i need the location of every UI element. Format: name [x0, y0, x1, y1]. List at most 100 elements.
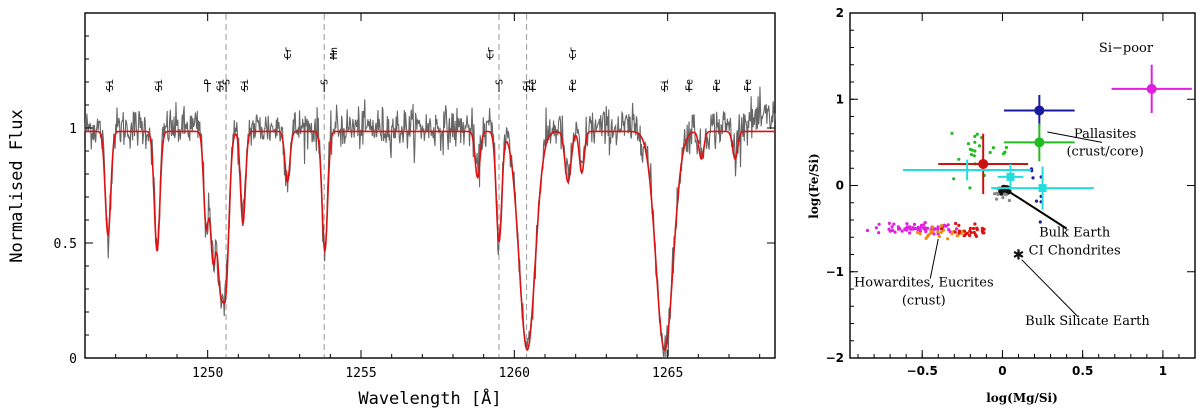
line-label-17: Fe [712, 79, 723, 91]
eucrites-red-point [939, 227, 944, 231]
line-label-8: Mn [329, 47, 340, 59]
eucrites-red-point [963, 233, 967, 237]
line-label-4: S [222, 79, 233, 85]
green-scatter-point [969, 153, 974, 157]
model-spectrum-line [85, 130, 775, 352]
spectrum-plot-frame [84, 12, 776, 359]
line-label-11: Si [522, 79, 533, 91]
leader-line-0 [1047, 131, 1103, 143]
howardites-eucrites-point [874, 226, 879, 230]
error-point-0 [1146, 83, 1157, 94]
composition-y-tick-label-0: −2 [826, 351, 844, 365]
green-scatter-point [973, 140, 977, 144]
howardites-eucrites-point [898, 227, 902, 231]
composition-y-tick-label-1: −1 [826, 265, 844, 279]
composition-panel: −0.5 0 0.5 1 −2 −1 0 1 2 ✱ Si−poor Pallasites (cru… [807, 6, 1196, 405]
spectrum-ticks: 1250 1255 1260 1265 0 0.5 1 [54, 13, 775, 381]
green-scatter-point [968, 147, 972, 151]
line-label-10: S [495, 79, 506, 85]
spectrum-y-axis-label: Normalised Flux [7, 109, 27, 263]
composition-y-axis-label: log(Fe/Si) [807, 153, 821, 218]
composition-x-tick-label-3: 1 [1159, 364, 1167, 378]
eucrites-red-point [953, 230, 957, 234]
eucrites-red-point [957, 229, 962, 233]
howardites-eucrites-point [908, 227, 913, 231]
spectrum-y-tick-label-2: 1 [69, 122, 77, 137]
spectrum-series [84, 86, 776, 359]
line-label-1: Si [154, 79, 165, 91]
line-label-18: Fe [743, 79, 754, 91]
composition-y-tick-label-3: 1 [836, 92, 844, 106]
grey-small-point [995, 197, 999, 201]
eucrites-orange-point [929, 229, 934, 233]
eucrites-orange-point [946, 237, 950, 241]
spectrum-x-tick-label-1: 1255 [345, 366, 376, 381]
composition-special-points: ✱ [1013, 248, 1025, 264]
green-scatter-point [972, 154, 976, 158]
green-scatter-point [973, 134, 977, 138]
howardites-eucrites-point [924, 229, 928, 234]
green-scatter-point [977, 144, 982, 148]
howardites-eucrites-point [865, 228, 870, 233]
blue-small-point [1034, 199, 1039, 203]
eucrites-orange-point [937, 234, 942, 238]
howardites-eucrites-point [888, 229, 892, 233]
eucrites-red-point [969, 231, 973, 235]
composition-leader-lines [929, 131, 1103, 317]
green-scatter-point [973, 149, 977, 153]
howardites-eucrites-point [912, 222, 917, 226]
howardites-eucrites-point [936, 225, 940, 229]
annotation-1: Pallasites [1074, 127, 1136, 142]
green-scatter-point [950, 131, 954, 135]
green-scatter-point [968, 186, 972, 190]
eucrites-red-point [971, 226, 976, 231]
annotation-2: (crust/core) [1066, 144, 1143, 159]
error-point-3 [978, 158, 989, 169]
howardites-eucrites-point [954, 227, 959, 231]
composition-x-tick-label-2: 0.5 [1072, 364, 1093, 378]
spectrum-y-tick-label-0: 0 [69, 352, 77, 367]
howardites-eucrites-point [933, 227, 937, 231]
green-scatter-point [1003, 150, 1007, 154]
green-scatter-point [988, 150, 992, 155]
howardites-eucrites-point [905, 222, 909, 226]
spectrum-x-tick-label-3: 1265 [652, 366, 683, 381]
leader-line-1 [1008, 190, 1068, 230]
green-scatter-point [952, 177, 956, 181]
line-label-15: Si [660, 79, 671, 91]
blue-small-point [1038, 220, 1042, 224]
line-label-6: Cr [283, 47, 294, 59]
eucrites-red-point [962, 229, 967, 233]
eucrites-orange-point [939, 230, 944, 234]
eucrites-red-point [968, 233, 972, 238]
line-label-13: Cr [568, 47, 579, 59]
eucrites-orange-point [924, 236, 928, 240]
howardites-eucrites-point [893, 230, 897, 234]
line-label-9: Cr [485, 47, 496, 59]
line-label-14: Fe [568, 79, 579, 91]
howardites-eucrites-point [917, 227, 921, 231]
error-point-1 [1034, 105, 1045, 116]
line-label-5: Si [240, 79, 251, 91]
eucrites-orange-point [936, 230, 940, 234]
grey-small-point [996, 192, 1000, 196]
grey-small-point [1001, 196, 1005, 200]
eucrites-orange-point [939, 224, 944, 228]
spectrum-y-tick-label-1: 0.5 [54, 237, 77, 252]
green-scatter-point [966, 142, 971, 146]
howardites-eucrites-point [923, 221, 927, 225]
howardites-eucrites-point [947, 228, 951, 232]
line-label-2: P [203, 79, 214, 85]
eucrites-red-point [982, 231, 986, 235]
line-label-7: S [320, 79, 331, 85]
composition-point-clusters [865, 131, 1043, 241]
line-label-12: Fe [528, 79, 539, 91]
eucrites-orange-point [931, 225, 935, 229]
annotation-0: Si−poor [1099, 41, 1154, 56]
howardites-eucrites-point [908, 231, 912, 235]
bulk-silicate-earth-star: ✱ [1013, 248, 1025, 264]
error-point-4 [1006, 172, 1015, 181]
composition-x-axis-label: log(Mg/Si) [986, 391, 1058, 405]
